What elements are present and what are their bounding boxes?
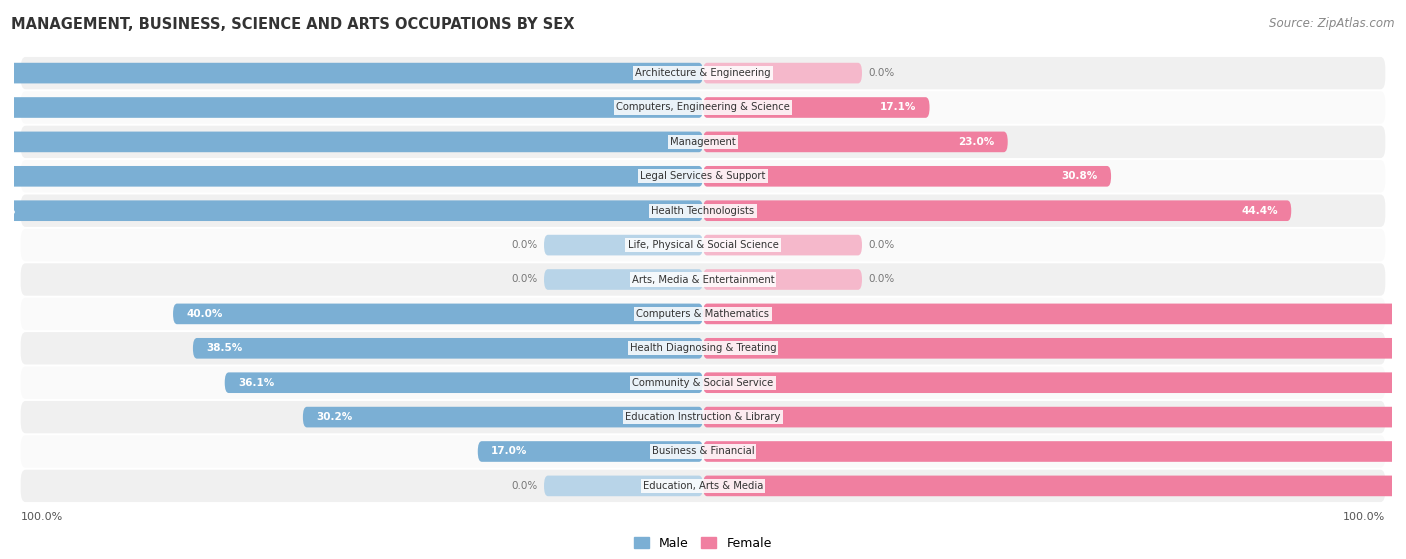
Text: 55.6%: 55.6% bbox=[0, 206, 15, 216]
FancyBboxPatch shape bbox=[225, 372, 703, 393]
Text: 17.1%: 17.1% bbox=[880, 102, 917, 112]
Text: 30.8%: 30.8% bbox=[1062, 171, 1098, 181]
FancyBboxPatch shape bbox=[703, 166, 1111, 187]
FancyBboxPatch shape bbox=[21, 229, 1385, 261]
FancyBboxPatch shape bbox=[21, 401, 1385, 433]
FancyBboxPatch shape bbox=[703, 304, 1406, 324]
FancyBboxPatch shape bbox=[21, 435, 1385, 468]
Text: 40.0%: 40.0% bbox=[187, 309, 222, 319]
FancyBboxPatch shape bbox=[703, 97, 929, 118]
Text: 36.1%: 36.1% bbox=[238, 378, 274, 388]
FancyBboxPatch shape bbox=[0, 200, 703, 221]
FancyBboxPatch shape bbox=[703, 269, 862, 290]
FancyBboxPatch shape bbox=[0, 166, 703, 187]
FancyBboxPatch shape bbox=[703, 372, 1406, 393]
Text: Health Technologists: Health Technologists bbox=[651, 206, 755, 216]
FancyBboxPatch shape bbox=[21, 195, 1385, 227]
Text: 0.0%: 0.0% bbox=[512, 274, 537, 285]
FancyBboxPatch shape bbox=[193, 338, 703, 359]
Text: Legal Services & Support: Legal Services & Support bbox=[640, 171, 766, 181]
Text: Management: Management bbox=[671, 137, 735, 147]
FancyBboxPatch shape bbox=[703, 441, 1406, 462]
FancyBboxPatch shape bbox=[703, 407, 1406, 428]
FancyBboxPatch shape bbox=[302, 407, 703, 428]
FancyBboxPatch shape bbox=[21, 126, 1385, 158]
Text: Education Instruction & Library: Education Instruction & Library bbox=[626, 412, 780, 422]
Text: Architecture & Engineering: Architecture & Engineering bbox=[636, 68, 770, 78]
Text: 17.0%: 17.0% bbox=[491, 447, 527, 457]
Text: 23.0%: 23.0% bbox=[959, 137, 994, 147]
Text: MANAGEMENT, BUSINESS, SCIENCE AND ARTS OCCUPATIONS BY SEX: MANAGEMENT, BUSINESS, SCIENCE AND ARTS O… bbox=[11, 17, 575, 32]
FancyBboxPatch shape bbox=[21, 367, 1385, 399]
Text: 0.0%: 0.0% bbox=[869, 68, 894, 78]
FancyBboxPatch shape bbox=[478, 441, 703, 462]
FancyBboxPatch shape bbox=[703, 200, 1291, 221]
Text: Education, Arts & Media: Education, Arts & Media bbox=[643, 481, 763, 491]
FancyBboxPatch shape bbox=[21, 57, 1385, 89]
Text: 100.0%: 100.0% bbox=[21, 511, 63, 522]
FancyBboxPatch shape bbox=[21, 298, 1385, 330]
Text: 0.0%: 0.0% bbox=[512, 240, 537, 250]
Text: 0.0%: 0.0% bbox=[869, 274, 894, 285]
FancyBboxPatch shape bbox=[703, 131, 1008, 152]
Text: Community & Social Service: Community & Social Service bbox=[633, 378, 773, 388]
FancyBboxPatch shape bbox=[544, 235, 703, 255]
Text: Computers, Engineering & Science: Computers, Engineering & Science bbox=[616, 102, 790, 112]
Text: 0.0%: 0.0% bbox=[869, 240, 894, 250]
Text: Life, Physical & Social Science: Life, Physical & Social Science bbox=[627, 240, 779, 250]
Text: Business & Financial: Business & Financial bbox=[652, 447, 754, 457]
FancyBboxPatch shape bbox=[173, 304, 703, 324]
Text: Health Diagnosing & Treating: Health Diagnosing & Treating bbox=[630, 343, 776, 353]
Legend: Male, Female: Male, Female bbox=[630, 532, 776, 555]
FancyBboxPatch shape bbox=[703, 476, 1406, 496]
FancyBboxPatch shape bbox=[21, 160, 1385, 192]
FancyBboxPatch shape bbox=[0, 131, 703, 152]
FancyBboxPatch shape bbox=[21, 332, 1385, 364]
Text: Source: ZipAtlas.com: Source: ZipAtlas.com bbox=[1270, 17, 1395, 30]
Text: 38.5%: 38.5% bbox=[207, 343, 242, 353]
FancyBboxPatch shape bbox=[703, 63, 862, 83]
FancyBboxPatch shape bbox=[21, 91, 1385, 124]
FancyBboxPatch shape bbox=[0, 63, 703, 83]
Text: 44.4%: 44.4% bbox=[1241, 206, 1278, 216]
FancyBboxPatch shape bbox=[703, 338, 1406, 359]
FancyBboxPatch shape bbox=[21, 263, 1385, 296]
Text: 30.2%: 30.2% bbox=[316, 412, 353, 422]
FancyBboxPatch shape bbox=[544, 476, 703, 496]
Text: Arts, Media & Entertainment: Arts, Media & Entertainment bbox=[631, 274, 775, 285]
FancyBboxPatch shape bbox=[703, 235, 862, 255]
Text: 0.0%: 0.0% bbox=[512, 481, 537, 491]
FancyBboxPatch shape bbox=[21, 470, 1385, 502]
FancyBboxPatch shape bbox=[544, 269, 703, 290]
FancyBboxPatch shape bbox=[0, 97, 703, 118]
Text: 100.0%: 100.0% bbox=[1343, 511, 1385, 522]
Text: Computers & Mathematics: Computers & Mathematics bbox=[637, 309, 769, 319]
